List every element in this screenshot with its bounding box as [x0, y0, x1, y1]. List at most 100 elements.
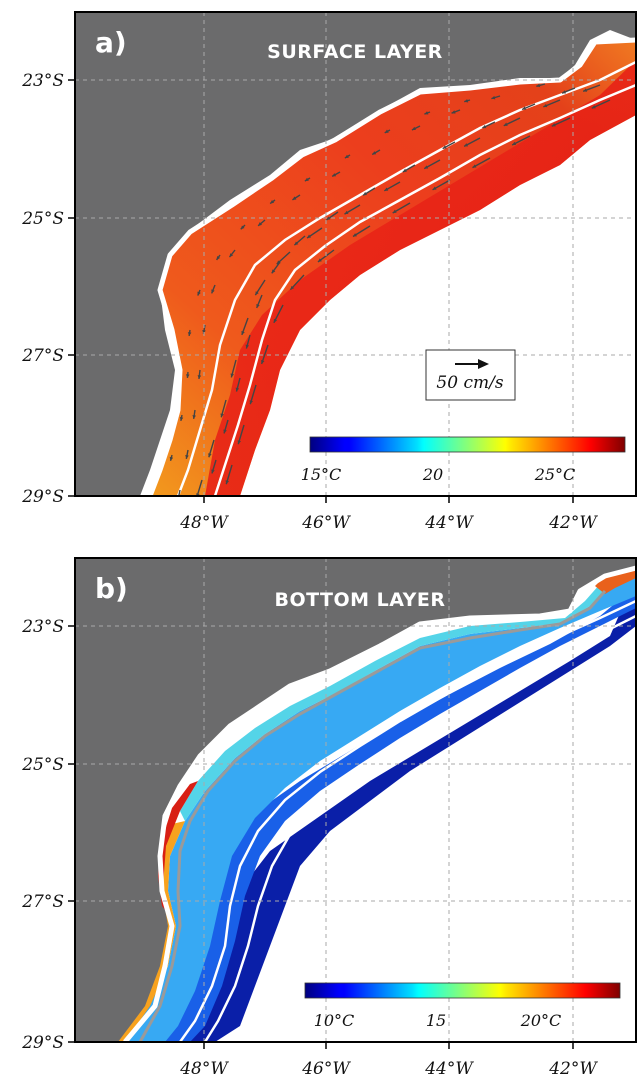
- temperature-band-slope: [190, 576, 636, 1042]
- current-vector-head: [551, 123, 556, 127]
- coastline: [147, 37, 636, 496]
- lat-label-29s: 29°S: [21, 1033, 64, 1053]
- current-vector-head: [187, 332, 192, 336]
- current-vector-head: [255, 291, 259, 296]
- current-vector-head: [317, 258, 322, 262]
- layer-title: BOTTOM LAYER: [274, 589, 445, 611]
- current-vector-head: [543, 103, 548, 108]
- current-vector-head: [261, 359, 265, 364]
- temperature-band-outer-shelf: [150, 586, 636, 1042]
- lat-label-23s: 23°S: [21, 617, 64, 637]
- current-vector-head: [223, 429, 227, 434]
- current-vector-head: [332, 173, 337, 177]
- current-vector-head: [352, 233, 357, 237]
- colorbar: 15°C 20 25°C: [301, 436, 626, 484]
- current-vector-head: [185, 374, 190, 378]
- current-vector-head: [307, 234, 312, 239]
- current-vector-head: [384, 187, 389, 191]
- lon-label-48w: 48°W: [179, 1059, 229, 1079]
- current-vector-head: [503, 122, 508, 126]
- current-vector-head: [225, 480, 230, 485]
- current-vector-head: [372, 151, 377, 155]
- current-vector-head: [424, 165, 429, 169]
- current-vector-head: [432, 186, 437, 190]
- colorbar: 10°C 15 20°C: [304, 982, 621, 1030]
- lon-label-44w: 44°W: [424, 513, 474, 533]
- lon-label-46w: 46°W: [301, 513, 351, 533]
- map-frame: [74, 557, 637, 1043]
- current-vector-head: [169, 456, 174, 461]
- current-vector-head: [464, 98, 469, 103]
- velocity-scale-label: 50 cm/s: [436, 373, 503, 393]
- current-vector-head: [273, 318, 278, 323]
- current-vector-head: [192, 415, 196, 419]
- current-vector-head: [208, 453, 212, 458]
- lat-label-29s: 29°S: [21, 487, 64, 507]
- current-vector-head: [536, 83, 541, 88]
- colorbar-tick-label: 15: [426, 1011, 446, 1030]
- lon-label-44w: 44°W: [424, 1059, 474, 1079]
- lon-label-48w: 48°W: [179, 513, 229, 533]
- current-vector-head: [363, 191, 368, 196]
- current-vector-head: [522, 106, 527, 110]
- current-vector-head: [249, 400, 254, 405]
- current-vector-head: [294, 241, 299, 246]
- current-vector-head: [235, 387, 240, 392]
- current-vector-head: [512, 141, 517, 145]
- current-vector-head: [237, 440, 242, 445]
- lat-label-27s: 27°S: [21, 346, 64, 366]
- current-vector-head: [258, 222, 263, 226]
- axis-ticks: [68, 625, 574, 1049]
- velocity-scale: 50 cm/s: [425, 349, 516, 401]
- current-vector-head: [229, 253, 234, 258]
- current-vector-head: [197, 291, 201, 296]
- land-mass: [75, 12, 636, 496]
- lon-label-42w: 42°W: [548, 1059, 598, 1079]
- current-vector-head: [591, 105, 596, 109]
- current-vector-head: [326, 216, 331, 220]
- current-vector-head: [451, 110, 456, 114]
- current-vector-head: [562, 90, 566, 94]
- temperature-band-hot-coast: [158, 781, 198, 916]
- current-vector-head: [344, 154, 349, 159]
- current-vector-head: [402, 168, 407, 172]
- current-vector-head: [240, 225, 245, 230]
- current-vector-head: [472, 164, 477, 168]
- current-vector-head: [344, 210, 349, 215]
- current-vector-head: [411, 126, 416, 131]
- isobath-deep: [213, 83, 636, 496]
- colorbar-tick-label: 15°C: [301, 465, 342, 484]
- axis-ticks: [68, 79, 574, 503]
- current-vector-head: [583, 88, 588, 92]
- lat-label-23s: 23°S: [21, 71, 64, 91]
- coastline: [123, 565, 636, 1042]
- colorbar-tick-label: 10°C: [314, 1011, 355, 1030]
- current-vector-head: [392, 209, 397, 213]
- current-vector-head: [270, 199, 275, 204]
- current-vector: [178, 489, 181, 496]
- lat-label-25s: 25°S: [21, 209, 64, 229]
- lat-label-25s: 25°S: [21, 755, 64, 775]
- colorbar-tick-label: 25°C: [534, 465, 576, 484]
- current-vector-head: [245, 344, 250, 349]
- bottom-contour-grey: [138, 590, 607, 1042]
- grid-lines: [75, 558, 636, 1042]
- current-vector-head: [482, 124, 487, 129]
- panel-bottom-layer: b) BOTTOM LAYER 23°S 25°S 27°S 29°S 48°W…: [0, 546, 638, 1086]
- panel-letter: a): [95, 26, 127, 59]
- current-vector-head: [464, 143, 469, 147]
- current-vector-head: [241, 330, 245, 335]
- layer-title: SURFACE LAYER: [267, 41, 443, 63]
- colorbar-tick-label: 20: [422, 465, 443, 484]
- current-vector-head: [292, 196, 297, 200]
- current-vector-head: [491, 95, 496, 100]
- lat-label-27s: 27°S: [21, 892, 64, 912]
- current-vector-head: [256, 303, 260, 308]
- current-vector-head: [230, 373, 235, 378]
- current-vector-head: [211, 469, 215, 474]
- temperature-band-warm-north: [595, 568, 636, 594]
- land-mass: [75, 558, 636, 1042]
- panel-letter: b): [95, 572, 128, 605]
- current-vector-head: [197, 375, 202, 379]
- panel-surface-layer: a) SURFACE LAYER 23°S 25°S 27°S 29°S 48°…: [0, 0, 638, 540]
